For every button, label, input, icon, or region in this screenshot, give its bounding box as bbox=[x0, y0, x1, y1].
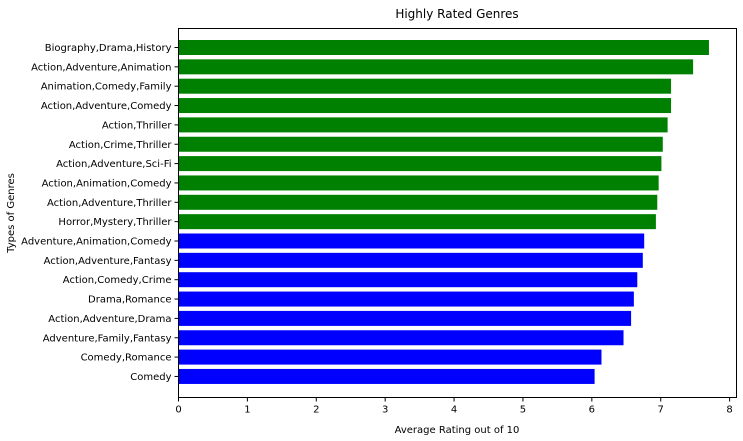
x-tick-label: 8 bbox=[726, 405, 732, 416]
bar bbox=[178, 252, 643, 268]
bars-group bbox=[178, 40, 709, 384]
bar bbox=[178, 233, 645, 249]
y-tick-label: Biography,Drama,History bbox=[45, 43, 172, 54]
x-ticks-group: 0 1 2 3 4 5 6 7 8 bbox=[175, 397, 733, 416]
bar bbox=[178, 194, 658, 210]
x-tick-label: 7 bbox=[658, 405, 664, 416]
bar bbox=[178, 291, 634, 307]
y-tick-label: Animation,Comedy,Family bbox=[41, 82, 172, 93]
x-tick-label: 2 bbox=[313, 405, 319, 416]
bar bbox=[178, 59, 694, 75]
y-ticks-group: Biography,Drama,History Action,Adventure,… bbox=[21, 43, 179, 383]
y-tick-label: Comedy bbox=[130, 372, 171, 383]
bar bbox=[178, 214, 656, 230]
x-tick-label: 1 bbox=[244, 405, 250, 416]
y-tick-label: Drama,Romance bbox=[88, 295, 171, 306]
bar bbox=[178, 175, 659, 191]
x-tick-label: 0 bbox=[175, 405, 181, 416]
bar bbox=[178, 136, 663, 152]
x-tick-label: 5 bbox=[520, 405, 526, 416]
x-tick-label: 3 bbox=[382, 405, 388, 416]
y-tick-label: Action,Crime,Thriller bbox=[69, 140, 172, 151]
y-tick-label: Action,Adventure,Animation bbox=[31, 62, 171, 73]
bar bbox=[178, 117, 668, 133]
x-tick-label: 6 bbox=[589, 405, 595, 416]
bar bbox=[178, 330, 624, 346]
y-tick-label: Action,Adventure,Fantasy bbox=[44, 256, 172, 267]
bar bbox=[178, 310, 632, 326]
y-tick-label: Adventure,Family,Fantasy bbox=[43, 333, 172, 344]
x-axis-title: Average Rating out of 10 bbox=[395, 425, 520, 436]
chart-title: Highly Rated Genres bbox=[395, 7, 518, 21]
bar bbox=[178, 349, 602, 365]
y-tick-label: Action,Adventure,Comedy bbox=[41, 101, 172, 112]
bar bbox=[178, 272, 638, 288]
bar bbox=[178, 156, 662, 172]
y-tick-label: Action,Adventure,Sci-Fi bbox=[56, 159, 171, 170]
bar bbox=[178, 98, 672, 114]
y-tick-label: Action,Adventure,Thriller bbox=[47, 198, 172, 209]
y-tick-label: Comedy,Romance bbox=[81, 353, 172, 364]
y-axis-title: Types of Genres bbox=[6, 173, 17, 254]
y-tick-label: Action,Thriller bbox=[102, 120, 173, 131]
y-tick-label: Action,Adventure,Drama bbox=[48, 314, 171, 325]
y-tick-label: Action,Comedy,Crime bbox=[63, 275, 172, 286]
bar bbox=[178, 78, 672, 94]
bar bbox=[178, 368, 595, 384]
plot-frame bbox=[178, 28, 737, 398]
bar bbox=[178, 40, 709, 55]
y-tick-label: Horror,Mystery,Thriller bbox=[58, 217, 172, 228]
x-tick-label: 4 bbox=[451, 405, 457, 416]
y-tick-label: Action,Animation,Comedy bbox=[42, 178, 172, 189]
y-tick-label: Adventure,Animation,Comedy bbox=[21, 237, 171, 248]
